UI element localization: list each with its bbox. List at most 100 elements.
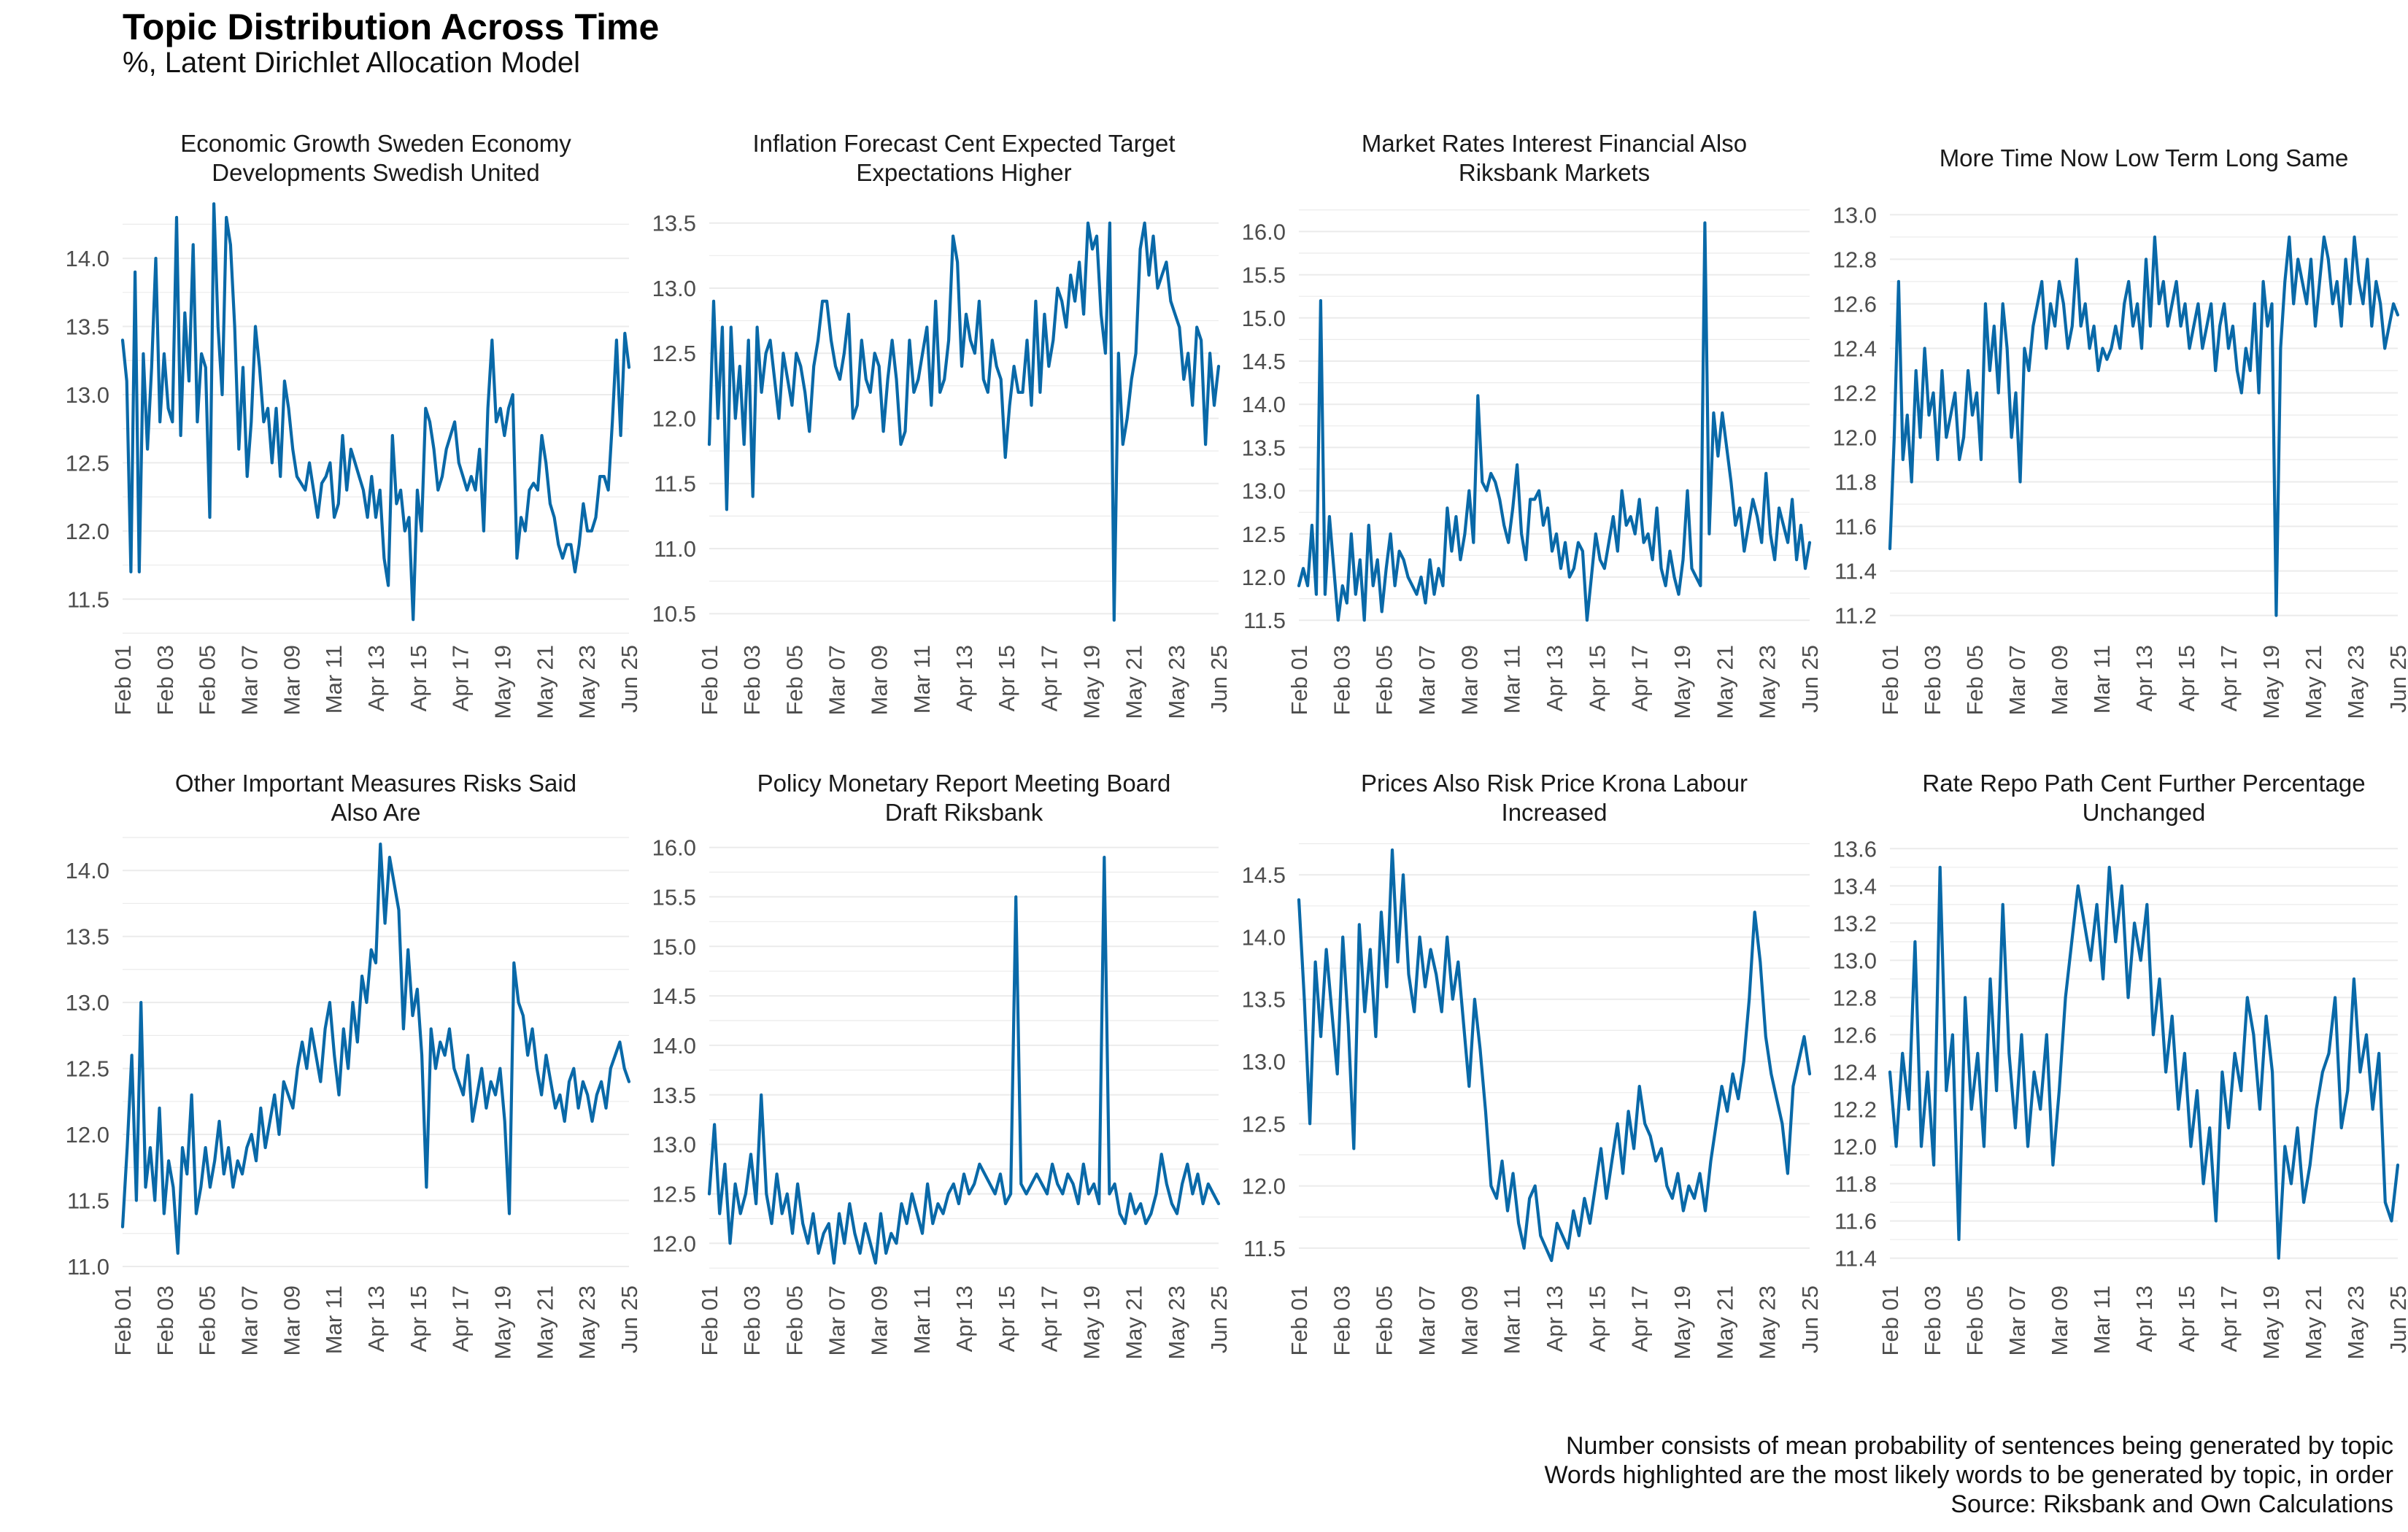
y-tick-label: 13.5	[1242, 987, 1286, 1013]
x-tick-label: May 21	[1122, 1285, 1147, 1360]
y-tick-label: 13.6	[1833, 836, 1877, 862]
panel-title-line: Expectations Higher	[856, 159, 1071, 186]
x-tick-label: Feb 03	[1329, 645, 1354, 716]
x-tick-label: Apr 17	[1627, 645, 1653, 711]
x-tick-label: Apr 17	[2216, 645, 2242, 711]
x-tick-label: May 23	[2343, 645, 2369, 719]
x-tick-label: May 19	[1670, 1285, 1695, 1360]
y-tick-label: 12.0	[652, 406, 696, 431]
x-tick-label: Feb 01	[1286, 645, 1312, 716]
x-tick-label: Apr 17	[1627, 1285, 1653, 1352]
y-tick-label: 12.0	[1242, 1174, 1286, 1199]
x-tick-label: May 19	[1079, 1285, 1105, 1360]
y-tick-label: 12.0	[66, 519, 109, 544]
x-tick-label: May 21	[1122, 645, 1147, 719]
x-tick-label: Apr 17	[448, 645, 474, 711]
x-tick-label: Apr 13	[952, 645, 977, 711]
x-tick-label: Feb 01	[697, 645, 722, 716]
x-tick-label: May 21	[2301, 645, 2326, 719]
y-tick-label: 13.0	[1242, 1049, 1286, 1075]
x-tick-label: May 23	[1164, 1285, 1189, 1360]
x-tick-label: Mar 09	[867, 645, 892, 715]
y-tick-label: 12.6	[1833, 1022, 1877, 1048]
x-tick-label: Feb 03	[153, 1285, 178, 1356]
x-tick-label: Apr 15	[2174, 1285, 2199, 1352]
x-tick-label: Feb 05	[782, 645, 807, 716]
x-tick-label: Mar 11	[2089, 1285, 2115, 1354]
x-tick-label: Jun 25	[1206, 1285, 1232, 1353]
caption-line: Source: Riksbank and Own Calculations	[1950, 1490, 2393, 1518]
x-tick-label: May 23	[1755, 1285, 1780, 1360]
panel-title-line: Also Are	[331, 799, 421, 826]
y-tick-label: 13.0	[66, 382, 109, 408]
panel-title-line: Riksbank Markets	[1459, 159, 1650, 186]
x-tick-label: Mar 11	[1500, 1285, 1525, 1354]
chart-caption: Number consists of mean probability of s…	[1544, 1431, 2393, 1519]
x-tick-label: May 23	[574, 1285, 600, 1360]
x-tick-label: Apr 17	[1036, 645, 1062, 711]
x-tick-label: Apr 15	[994, 1285, 1019, 1352]
x-tick-label: Mar 07	[237, 645, 263, 715]
panel-title-line: Unchanged	[2083, 799, 2206, 826]
x-tick-label: Feb 05	[195, 645, 220, 716]
caption-line: Words highlighted are the most likely wo…	[1544, 1461, 2393, 1489]
x-tick-label: Mar 09	[1456, 1285, 1482, 1355]
chart-subtitle: %, Latent Dirichlet Allocation Model	[123, 47, 580, 79]
y-tick-label: 14.0	[66, 858, 109, 883]
y-tick-label: 13.0	[652, 276, 696, 301]
y-tick-label: 12.8	[1833, 247, 1877, 272]
y-tick-label: 11.8	[1834, 470, 1877, 495]
x-tick-label: Mar 11	[321, 645, 347, 713]
y-tick-label: 11.5	[1243, 1236, 1286, 1261]
y-tick-label: 12.5	[652, 341, 696, 366]
x-tick-label: Apr 15	[1584, 645, 1610, 711]
y-tick-label: 11.5	[654, 471, 696, 497]
x-tick-label: Mar 11	[909, 1285, 935, 1354]
y-tick-label: 14.5	[1242, 862, 1286, 888]
x-tick-label: Feb 05	[195, 1285, 220, 1356]
panel: Rate Repo Path Cent Further PercentageUn…	[1833, 770, 2408, 1360]
y-tick-label: 10.5	[652, 601, 696, 627]
x-tick-label: May 23	[574, 645, 600, 719]
y-tick-label: 13.0	[1833, 202, 1877, 228]
x-tick-label: Apr 13	[1542, 645, 1567, 711]
x-tick-label: Mar 07	[1414, 1285, 1440, 1355]
x-tick-label: Jun 25	[1206, 645, 1232, 713]
panel: Market Rates Interest Financial AlsoRiks…	[1242, 130, 1823, 719]
x-tick-label: Apr 15	[406, 1285, 431, 1352]
x-tick-label: Jun 25	[1797, 1285, 1823, 1353]
x-tick-label: Feb 01	[110, 1285, 136, 1356]
x-tick-label: May 19	[490, 645, 516, 719]
x-tick-label: Feb 01	[110, 645, 136, 716]
y-tick-label: 12.5	[66, 1056, 109, 1082]
x-tick-label: Apr 17	[1036, 1285, 1062, 1352]
y-tick-label: 11.8	[1834, 1172, 1877, 1197]
y-tick-label: 15.5	[652, 884, 696, 910]
x-tick-label: Apr 15	[994, 645, 1019, 711]
y-tick-label: 12.0	[652, 1231, 696, 1256]
x-tick-label: Mar 09	[1456, 645, 1482, 715]
y-tick-label: 13.0	[652, 1132, 696, 1158]
x-tick-label: May 19	[1670, 645, 1695, 719]
y-tick-label: 13.0	[1833, 948, 1877, 973]
panel-title-line: Inflation Forecast Cent Expected Target	[752, 130, 1175, 157]
y-tick-label: 12.5	[652, 1181, 696, 1207]
y-tick-label: 12.0	[1833, 425, 1877, 451]
x-tick-label: May 21	[2301, 1285, 2326, 1360]
x-tick-label: Feb 03	[1329, 1285, 1354, 1356]
series-line	[707, 855, 1221, 1265]
y-tick-label: 13.5	[652, 1083, 696, 1108]
x-tick-label: Mar 07	[825, 645, 850, 715]
x-tick-label: Feb 03	[1920, 1285, 1945, 1356]
x-tick-label: May 21	[1712, 645, 1737, 719]
y-tick-label: 12.5	[1242, 1111, 1286, 1137]
x-tick-label: Feb 01	[697, 1285, 722, 1356]
y-tick-label: 12.2	[1833, 1096, 1877, 1122]
y-tick-label: 11.5	[67, 587, 109, 612]
panel-title-line: Increased	[1502, 799, 1608, 826]
x-tick-label: Apr 13	[952, 1285, 977, 1352]
panel-title-line: Market Rates Interest Financial Also	[1362, 130, 1747, 157]
x-tick-label: Mar 07	[2004, 645, 2030, 715]
panel-title-line: Economic Growth Sweden Economy	[180, 130, 571, 157]
